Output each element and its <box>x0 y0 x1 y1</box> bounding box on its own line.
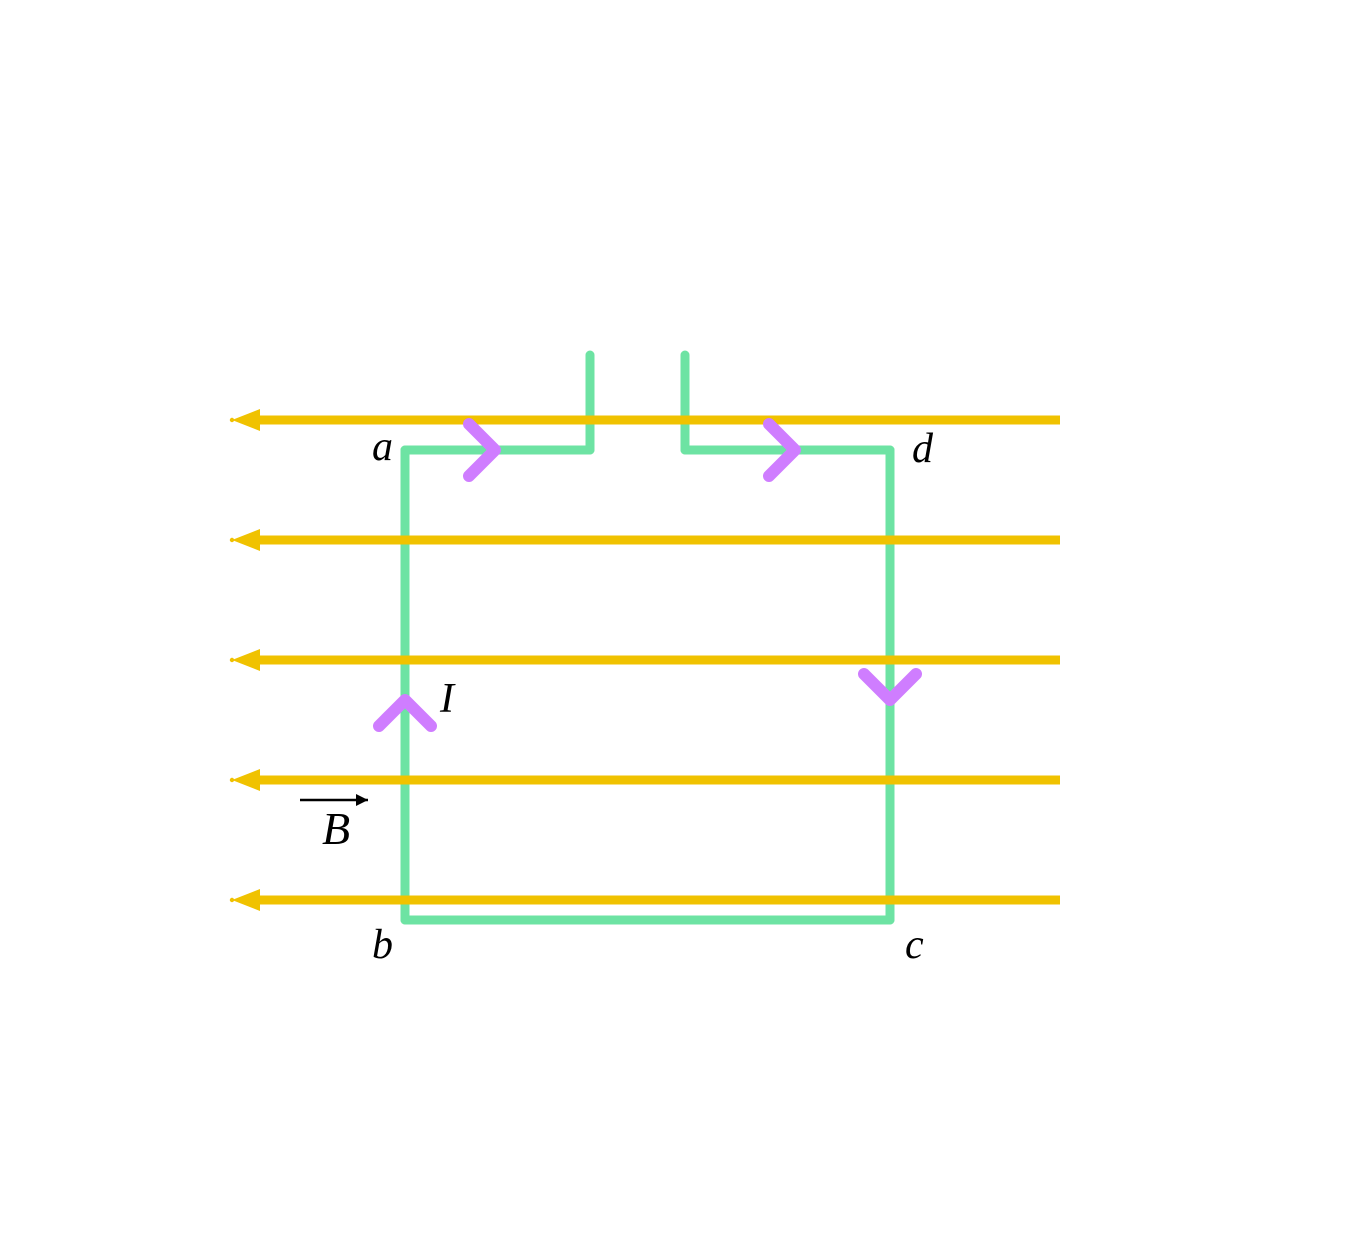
label-c: c <box>905 922 924 968</box>
label-d: d <box>912 426 934 472</box>
label-B: B <box>322 803 350 854</box>
field-tip-dot <box>230 898 234 902</box>
label-a: a <box>372 424 393 470</box>
label-I: I <box>439 676 456 722</box>
field-tip-dot <box>230 418 234 422</box>
field-tip-dot <box>230 658 234 662</box>
label-b: b <box>372 922 393 968</box>
physics-diagram: a b c d I B <box>0 0 1350 1233</box>
field-tip-dot <box>230 778 234 782</box>
field-tip-dot <box>230 538 234 542</box>
